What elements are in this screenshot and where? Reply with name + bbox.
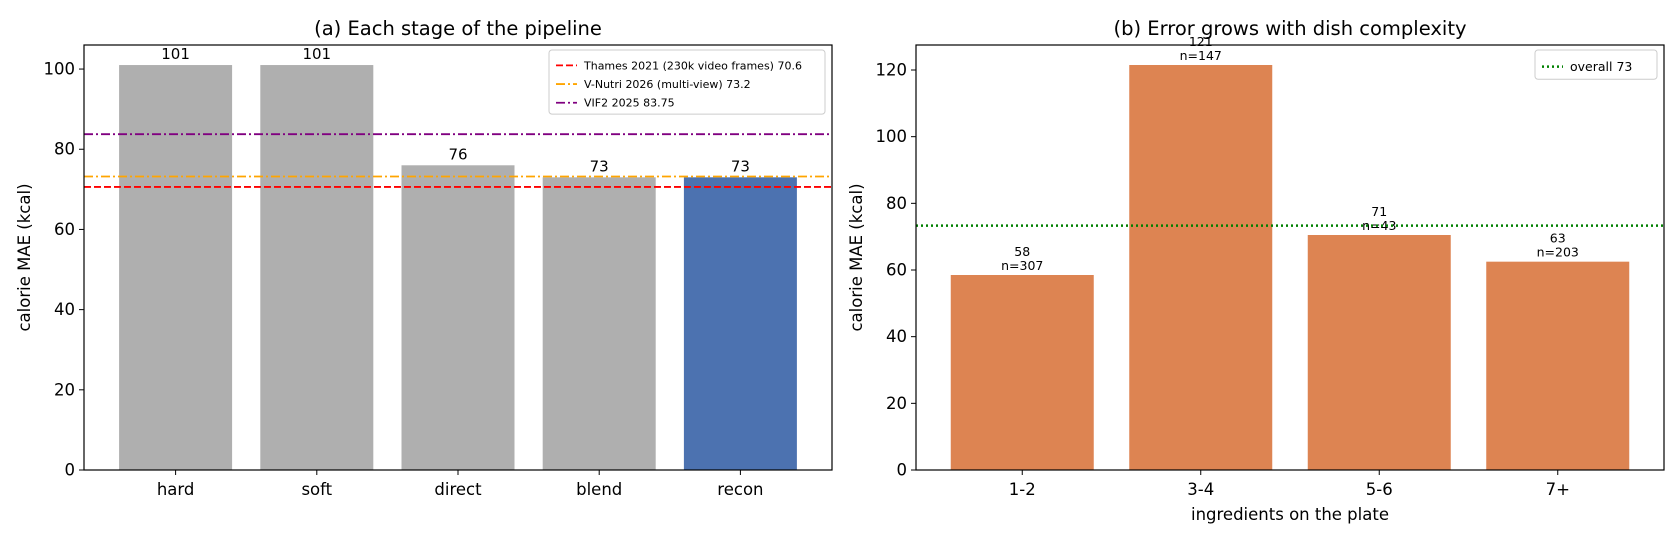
x-axis-label: ingredients on the plate bbox=[1191, 505, 1389, 524]
bar-value-label: 63 bbox=[1550, 231, 1566, 246]
bar-value-label: 121 bbox=[1189, 34, 1213, 49]
bar-value-label: 58 bbox=[1014, 244, 1030, 259]
bar-count-label: n=147 bbox=[1180, 48, 1222, 63]
legend-entry: VIF2 2025 83.75 bbox=[584, 97, 675, 110]
y-tick-label: 40 bbox=[54, 300, 75, 319]
x-tick-label: 3-4 bbox=[1187, 480, 1214, 499]
legend-box bbox=[548, 49, 826, 115]
bar-count-label: n=43 bbox=[1362, 218, 1396, 233]
axes-frame bbox=[83, 44, 833, 471]
bar-3-4 bbox=[1129, 65, 1273, 470]
bar-blend bbox=[542, 177, 656, 470]
y-tick-label: 20 bbox=[886, 394, 907, 413]
bar-value-label: 71 bbox=[1371, 204, 1387, 219]
y-tick-label: 100 bbox=[876, 127, 908, 146]
chart-title: (a) Each stage of the pipeline bbox=[314, 17, 602, 40]
bar-5-6 bbox=[1307, 235, 1451, 470]
y-tick-label: 0 bbox=[897, 461, 908, 480]
y-tick-label: 60 bbox=[54, 220, 75, 239]
bar-value-label: 73 bbox=[590, 157, 609, 175]
x-tick-label: 5-6 bbox=[1366, 480, 1393, 499]
bar-count-label: n=307 bbox=[1001, 258, 1043, 273]
bar-soft bbox=[260, 65, 374, 470]
x-tick-label: hard bbox=[157, 480, 195, 499]
bar-value-label: 101 bbox=[161, 45, 190, 63]
legend-box bbox=[1534, 49, 1658, 80]
x-tick-label: blend bbox=[576, 480, 622, 499]
bar-value-label: 101 bbox=[302, 45, 331, 63]
legend-entry: V-Nutri 2026 (multi-view) 73.2 bbox=[584, 78, 751, 91]
bar-value-label: 76 bbox=[448, 145, 467, 163]
y-tick-label: 80 bbox=[54, 140, 75, 159]
y-tick-label: 0 bbox=[65, 461, 76, 480]
x-tick-label: soft bbox=[301, 480, 332, 499]
x-tick-label: direct bbox=[434, 480, 482, 499]
y-tick-label: 60 bbox=[886, 261, 907, 280]
legend: overall 73 bbox=[1534, 49, 1658, 80]
y-axis-label: calorie MAE (kcal) bbox=[15, 183, 34, 331]
bar-value-label: 73 bbox=[731, 157, 750, 175]
chart-panel-b: (b) Error grows with dish complexity n=30… bbox=[847, 17, 1665, 524]
bar-count-label: n=203 bbox=[1537, 245, 1579, 260]
y-tick-label: 40 bbox=[886, 327, 907, 346]
x-tick-label: 1-2 bbox=[1009, 480, 1036, 499]
bar-direct bbox=[401, 165, 515, 470]
axes-frame bbox=[915, 44, 1665, 471]
bar-hard bbox=[119, 65, 233, 470]
legend-entry: overall 73 bbox=[1570, 59, 1632, 74]
y-tick-label: 120 bbox=[876, 61, 908, 80]
legend: Thames 2021 (230k video frames) 70.6 V-Nu… bbox=[548, 49, 826, 115]
bar-1-2 bbox=[950, 275, 1094, 470]
y-tick-label: 100 bbox=[44, 60, 76, 79]
bar-recon bbox=[683, 177, 797, 470]
chart-title: (b) Error grows with dish complexity bbox=[1113, 17, 1466, 40]
bar-7+ bbox=[1486, 261, 1630, 470]
y-tick-label: 80 bbox=[886, 194, 907, 213]
y-tick-label: 20 bbox=[54, 380, 75, 399]
y-axis-label: calorie MAE (kcal) bbox=[847, 183, 866, 331]
chart-panel-a: (a) Each stage of the pipeline 101 hard 101… bbox=[15, 17, 833, 499]
x-tick-label: 7+ bbox=[1546, 480, 1570, 499]
x-tick-label: recon bbox=[717, 480, 763, 499]
legend-entry: Thames 2021 (230k video frames) 70.6 bbox=[583, 59, 802, 72]
